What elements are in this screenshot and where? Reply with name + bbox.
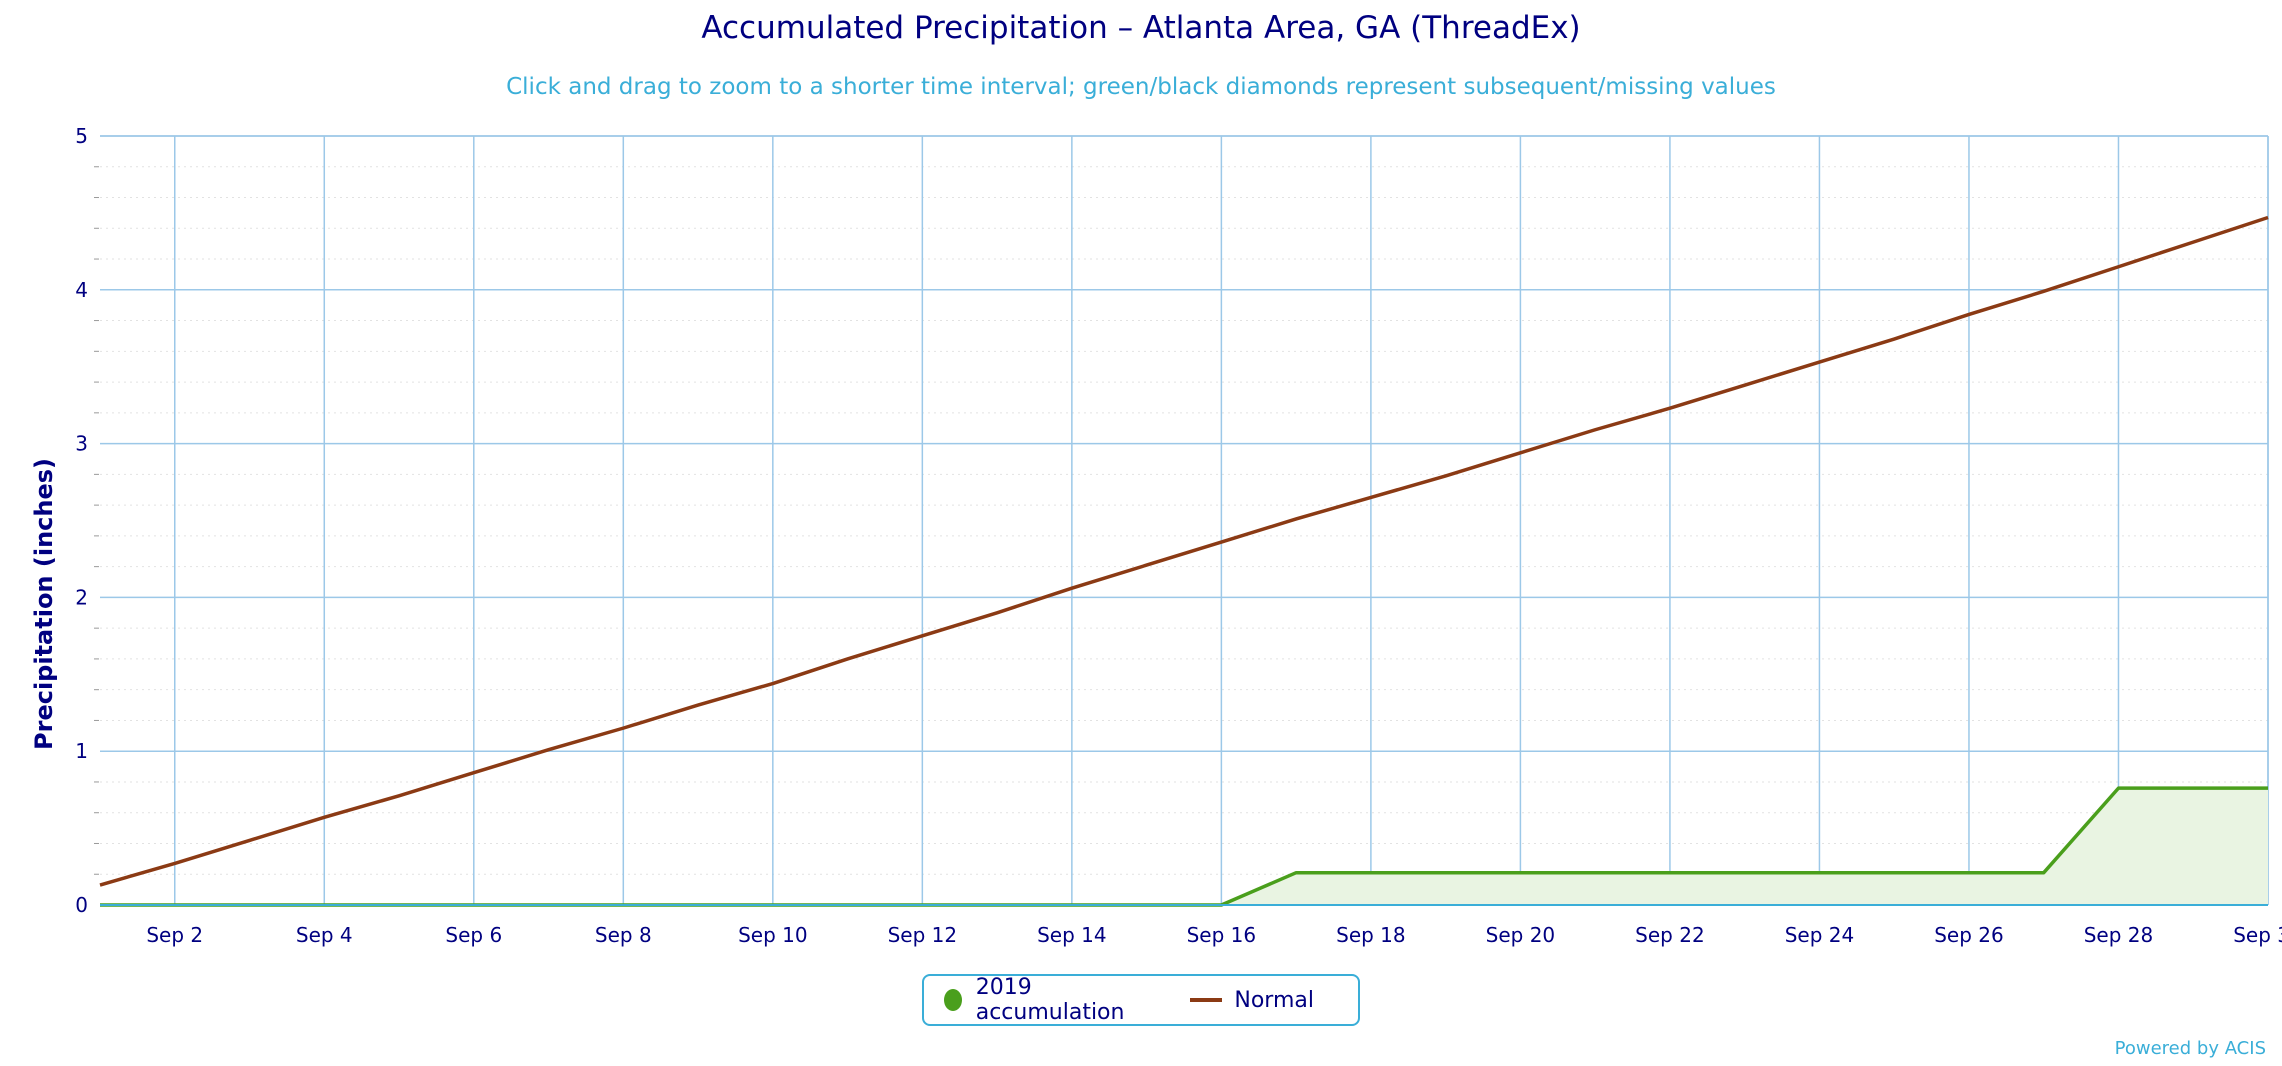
x-tick-label: Sep 28 [2084,923,2154,947]
x-tick-label: Sep 20 [1486,923,1556,947]
x-tick-label: Sep 10 [738,923,808,947]
accumulation-area [100,788,2268,905]
x-tick-label: Sep 26 [1934,923,2004,947]
y-tick-label: 2 [75,585,88,609]
series-line-normal [99,215,2269,887]
legend-item-normal[interactable]: Normal [1190,988,1314,1013]
x-tick-label: Sep 2 [146,923,203,947]
y-tick-label: 4 [75,278,88,302]
y-tick-label: 0 [75,893,88,917]
legend-label-accumulation: 2019 accumulation [975,975,1125,1025]
x-tick-label: Sep 16 [1187,923,1257,947]
y-axis-title: Precipitation (inches) [30,458,58,750]
x-tick-label: Sep 30 [2233,923,2282,947]
legend-item-accumulation[interactable]: 2019 accumulation [944,975,1146,1025]
x-tick-label: Sep 12 [888,923,958,947]
green-circle-icon [944,989,962,1011]
chart-subtitle: Click and drag to zoom to a shorter time… [506,74,1776,100]
x-tick-label: Sep 24 [1785,923,1855,947]
y-tick-label: 5 [75,124,88,148]
x-tick-label: Sep 6 [445,923,502,947]
x-tick-label: Sep 14 [1037,923,1107,947]
chart-title: Accumulated Precipitation – Atlanta Area… [701,10,1581,46]
x-tick-label: Sep 18 [1336,923,1406,947]
legend-label-normal: Normal [1234,987,1314,1013]
minor-gridlines [94,166,2268,875]
major-gridlines [100,135,2269,905]
y-tick-label: 1 [75,739,88,763]
axis-layer: 0 1 2 3 4 5 Sep 2 Sep 4 Sep 6 Sep 8 Sep 10 Sep 12 Se… [75,124,2282,947]
x-tick-label: Sep 4 [296,923,353,947]
brown-line-icon [1190,998,1223,1002]
legend: 2019 accumulation Normal [922,974,1360,1026]
x-tick-label: Sep 8 [595,923,652,947]
credits-link[interactable]: Powered by ACIS [2114,1038,2266,1059]
y-tick-label: 3 [75,432,88,456]
x-tick-label: Sep 22 [1635,923,1705,947]
